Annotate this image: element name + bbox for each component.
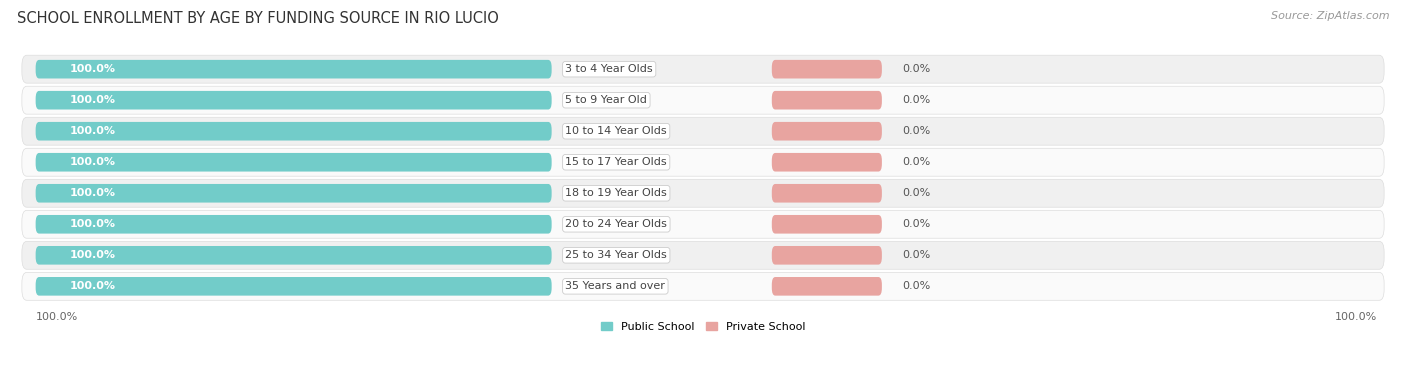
FancyBboxPatch shape: [35, 122, 551, 141]
Text: 10 to 14 Year Olds: 10 to 14 Year Olds: [565, 126, 666, 136]
Text: 0.0%: 0.0%: [903, 157, 931, 167]
FancyBboxPatch shape: [35, 277, 551, 296]
FancyBboxPatch shape: [772, 184, 882, 203]
FancyBboxPatch shape: [22, 210, 1384, 238]
Text: 3 to 4 Year Olds: 3 to 4 Year Olds: [565, 64, 652, 74]
Text: 100.0%: 100.0%: [35, 312, 77, 322]
Text: 0.0%: 0.0%: [903, 64, 931, 74]
Text: 100.0%: 100.0%: [70, 157, 117, 167]
FancyBboxPatch shape: [772, 153, 882, 172]
FancyBboxPatch shape: [35, 153, 551, 172]
FancyBboxPatch shape: [22, 86, 1384, 114]
Text: 100.0%: 100.0%: [70, 219, 117, 229]
FancyBboxPatch shape: [35, 184, 551, 203]
Text: 100.0%: 100.0%: [70, 64, 117, 74]
Text: 35 Years and over: 35 Years and over: [565, 281, 665, 291]
FancyBboxPatch shape: [772, 215, 882, 234]
Text: 0.0%: 0.0%: [903, 219, 931, 229]
Text: 0.0%: 0.0%: [903, 250, 931, 260]
FancyBboxPatch shape: [772, 60, 882, 79]
Text: 25 to 34 Year Olds: 25 to 34 Year Olds: [565, 250, 668, 260]
Text: 0.0%: 0.0%: [903, 95, 931, 105]
Text: 18 to 19 Year Olds: 18 to 19 Year Olds: [565, 188, 668, 198]
FancyBboxPatch shape: [772, 277, 882, 296]
FancyBboxPatch shape: [35, 215, 551, 234]
Text: SCHOOL ENROLLMENT BY AGE BY FUNDING SOURCE IN RIO LUCIO: SCHOOL ENROLLMENT BY AGE BY FUNDING SOUR…: [17, 11, 499, 26]
Text: 0.0%: 0.0%: [903, 126, 931, 136]
FancyBboxPatch shape: [772, 246, 882, 265]
Text: 100.0%: 100.0%: [70, 281, 117, 291]
Text: 5 to 9 Year Old: 5 to 9 Year Old: [565, 95, 647, 105]
Text: 0.0%: 0.0%: [903, 281, 931, 291]
Legend: Public School, Private School: Public School, Private School: [596, 317, 810, 336]
Text: 15 to 17 Year Olds: 15 to 17 Year Olds: [565, 157, 666, 167]
FancyBboxPatch shape: [22, 241, 1384, 269]
FancyBboxPatch shape: [772, 122, 882, 141]
Text: 100.0%: 100.0%: [70, 95, 117, 105]
Text: 100.0%: 100.0%: [70, 126, 117, 136]
Text: 0.0%: 0.0%: [903, 188, 931, 198]
FancyBboxPatch shape: [35, 91, 551, 110]
FancyBboxPatch shape: [35, 246, 551, 265]
FancyBboxPatch shape: [22, 55, 1384, 83]
FancyBboxPatch shape: [22, 273, 1384, 300]
FancyBboxPatch shape: [35, 60, 551, 79]
FancyBboxPatch shape: [22, 117, 1384, 145]
Text: 20 to 24 Year Olds: 20 to 24 Year Olds: [565, 219, 668, 229]
FancyBboxPatch shape: [22, 179, 1384, 207]
Text: 100.0%: 100.0%: [70, 250, 117, 260]
FancyBboxPatch shape: [22, 148, 1384, 176]
FancyBboxPatch shape: [772, 91, 882, 110]
Text: 100.0%: 100.0%: [1334, 312, 1378, 322]
Text: 100.0%: 100.0%: [70, 188, 117, 198]
Text: Source: ZipAtlas.com: Source: ZipAtlas.com: [1271, 11, 1389, 21]
